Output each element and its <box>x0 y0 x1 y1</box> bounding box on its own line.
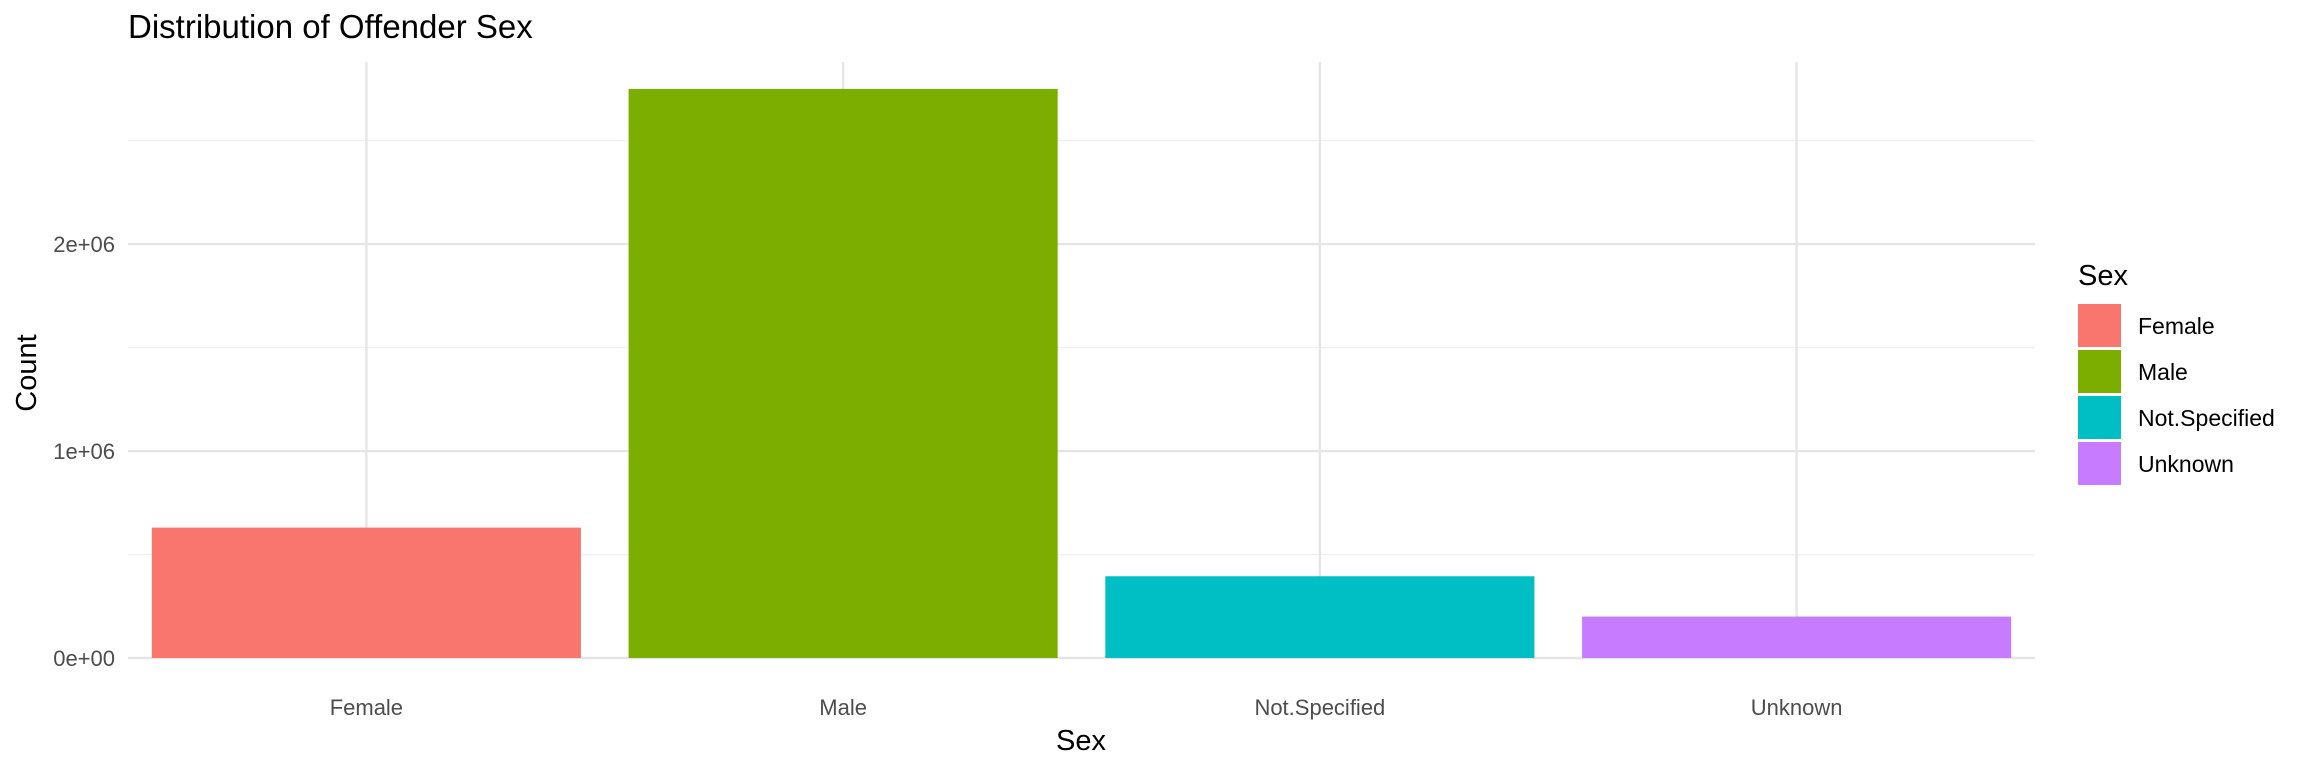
legend-key <box>2078 442 2121 485</box>
x-tick-label: Not.Specified <box>1254 695 1385 720</box>
legend-key <box>2078 396 2121 439</box>
bars-group <box>151 88 2012 659</box>
x-axis-title: Sex <box>1056 725 1106 757</box>
legend-key <box>2078 350 2121 393</box>
legend-title: Sex <box>2078 260 2128 292</box>
bar-male <box>628 88 1058 659</box>
bar-unknown <box>1582 616 2012 658</box>
y-axis-ticks: 0e+00 1e+06 2e+06 <box>53 232 115 671</box>
y-axis-title: Count <box>11 334 43 411</box>
chart-title: Distribution of Offender Sex <box>128 8 533 45</box>
legend-key <box>2078 304 2121 347</box>
legend: Sex Female Male Not.Specified Unknown <box>2078 260 2275 485</box>
legend-label: Not.Specified <box>2138 405 2275 431</box>
y-tick-label: 0e+00 <box>53 646 115 671</box>
legend-label: Unknown <box>2138 451 2234 477</box>
x-tick-label: Male <box>819 695 867 720</box>
bar-female <box>151 527 581 658</box>
bar-not-specified <box>1105 576 1535 658</box>
legend-label: Female <box>2138 313 2215 339</box>
y-tick-label: 1e+06 <box>53 439 115 464</box>
y-tick-label: 2e+06 <box>53 232 115 257</box>
x-axis-ticks: Female Male Not.Specified Unknown <box>330 695 1843 720</box>
legend-label: Male <box>2138 359 2188 385</box>
x-tick-label: Female <box>330 695 403 720</box>
x-tick-label: Unknown <box>1751 695 1843 720</box>
